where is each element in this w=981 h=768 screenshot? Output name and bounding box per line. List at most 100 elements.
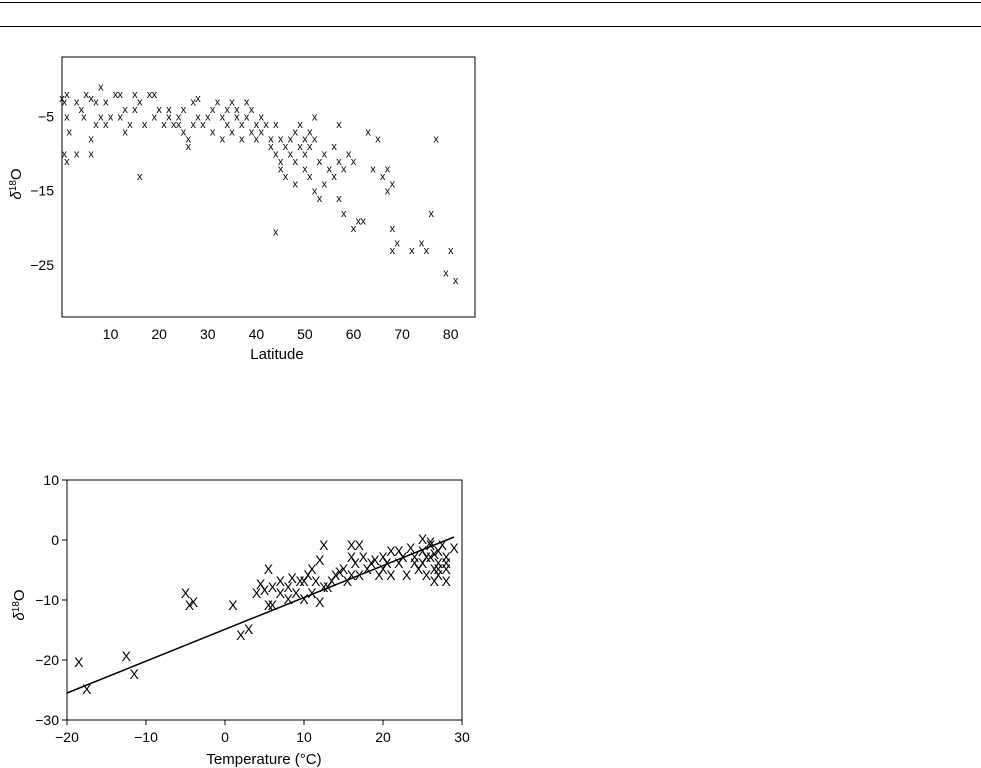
chart2-xtick-label: 0	[221, 729, 229, 745]
chart2-point: X	[327, 573, 337, 589]
chart1-point: x	[312, 186, 318, 198]
chart2-point: X	[402, 567, 412, 583]
chart2-point: X	[418, 555, 428, 571]
chart1-point: x	[64, 89, 70, 101]
chart1-point: x	[336, 119, 342, 131]
chart1-point: x	[360, 215, 366, 227]
chart1-point: x	[132, 89, 138, 101]
chart1-xtick-label: 30	[200, 326, 216, 342]
chart1-point: x	[312, 111, 318, 123]
chart2-point: X	[256, 576, 266, 592]
chart2-x-axis-label: Temperature (°C)	[206, 751, 321, 768]
chart1-point: x	[137, 97, 143, 109]
chart1-point: x	[312, 134, 318, 146]
chart1-plot-frame	[61, 56, 476, 318]
chart1-point: x	[307, 126, 313, 138]
chart2-point: X	[422, 549, 432, 565]
chart1-point: x	[307, 141, 313, 153]
chart1-point: x	[249, 126, 255, 138]
chart1-point: x	[93, 97, 99, 109]
chart1-point: x	[273, 149, 279, 161]
chart1-xtick-label: 10	[103, 326, 119, 342]
chart1-xtick-label: 70	[394, 326, 410, 342]
chart1-point: x	[307, 171, 313, 183]
chart1-point: x	[176, 119, 182, 131]
chart2-ytick-label: 10	[43, 472, 59, 488]
chart1-point: x	[239, 134, 245, 146]
chart2-point: X	[264, 597, 274, 613]
chart1-point: x	[322, 149, 328, 161]
chart1-point: x	[268, 134, 274, 146]
chart2-point: X	[74, 654, 84, 670]
chart1-point: x	[273, 119, 279, 131]
chart1-point: x	[443, 267, 449, 279]
chart2-point: X	[311, 573, 321, 589]
chart2-point: X	[244, 621, 254, 637]
chart1-point: x	[244, 111, 250, 123]
chart1-point: x	[273, 227, 279, 239]
chart1-point: x	[370, 163, 376, 175]
chart2-point: X	[268, 597, 278, 613]
chart2-point: X	[359, 549, 369, 565]
chart1-point: x	[152, 111, 158, 123]
chart2-point: X	[430, 561, 440, 577]
chart2-point: X	[374, 567, 384, 583]
top-rule	[0, 2, 981, 3]
chart2-point: X	[319, 537, 329, 553]
chart1-point: x	[297, 141, 303, 153]
chart1-point: x	[292, 156, 298, 168]
chart1-point: x	[326, 163, 332, 175]
chart2-xtick-label: −20	[55, 729, 79, 745]
chart1-point: x	[258, 126, 264, 138]
chart1-point: x	[292, 178, 298, 190]
chart1-point: x	[288, 134, 294, 146]
chart1-point: x	[254, 134, 260, 146]
chart2-point: X	[347, 537, 357, 553]
chart1-point: x	[200, 119, 206, 131]
chart1-point: x	[181, 126, 187, 138]
chart2-point: X	[394, 555, 404, 571]
chart2-point: X	[442, 561, 452, 577]
chart1-point: x	[288, 149, 294, 161]
chart1-point: x	[302, 134, 308, 146]
chart2-point: X	[442, 573, 452, 589]
chart2-point: X	[82, 681, 92, 697]
chart1-point: x	[224, 104, 230, 116]
chart1-point: x	[244, 97, 250, 109]
chart1-xtick-label: 40	[249, 326, 265, 342]
chart2-point: X	[426, 537, 436, 553]
chart1-point: x	[395, 238, 401, 250]
chart1-point: x	[268, 141, 274, 153]
chart1-point: x	[419, 238, 425, 250]
chart2-point: X	[189, 594, 199, 610]
chart1-point: x	[409, 245, 415, 257]
chart1-point: x	[380, 171, 386, 183]
chart2-point: X	[260, 582, 270, 598]
chart1-point: x	[62, 97, 68, 109]
chart1-point: x	[190, 97, 196, 109]
chart1-point: x	[356, 215, 362, 227]
chart2-xtick-label: 10	[296, 729, 312, 745]
chart2-point: X	[386, 567, 396, 583]
chart1-point: x	[62, 149, 68, 161]
chart1-point: x	[336, 156, 342, 168]
chart1-point: x	[113, 89, 119, 101]
chart2-point: X	[370, 552, 380, 568]
chart1-point: x	[302, 149, 308, 161]
chart1-point: x	[152, 89, 158, 101]
chart2-point: X	[378, 561, 388, 577]
chart2-yticks: 10 0 −10 −20 −30	[35, 472, 67, 728]
chart2-point: X	[276, 573, 286, 589]
chart1-point: x	[118, 111, 124, 123]
chart2-point: X	[284, 579, 294, 595]
chart1-point: x	[122, 126, 128, 138]
chart2-point: X	[331, 567, 341, 583]
chart1-point: x	[220, 111, 226, 123]
chart1-point: x	[122, 104, 128, 116]
chart1-point: x	[292, 126, 298, 138]
chart1-yticks: −5 −15 −25	[30, 108, 54, 273]
chart2-point: X	[307, 585, 317, 601]
chart1-point: x	[278, 156, 284, 168]
chart1-point: x	[331, 171, 337, 183]
chart1-point: x	[385, 163, 391, 175]
